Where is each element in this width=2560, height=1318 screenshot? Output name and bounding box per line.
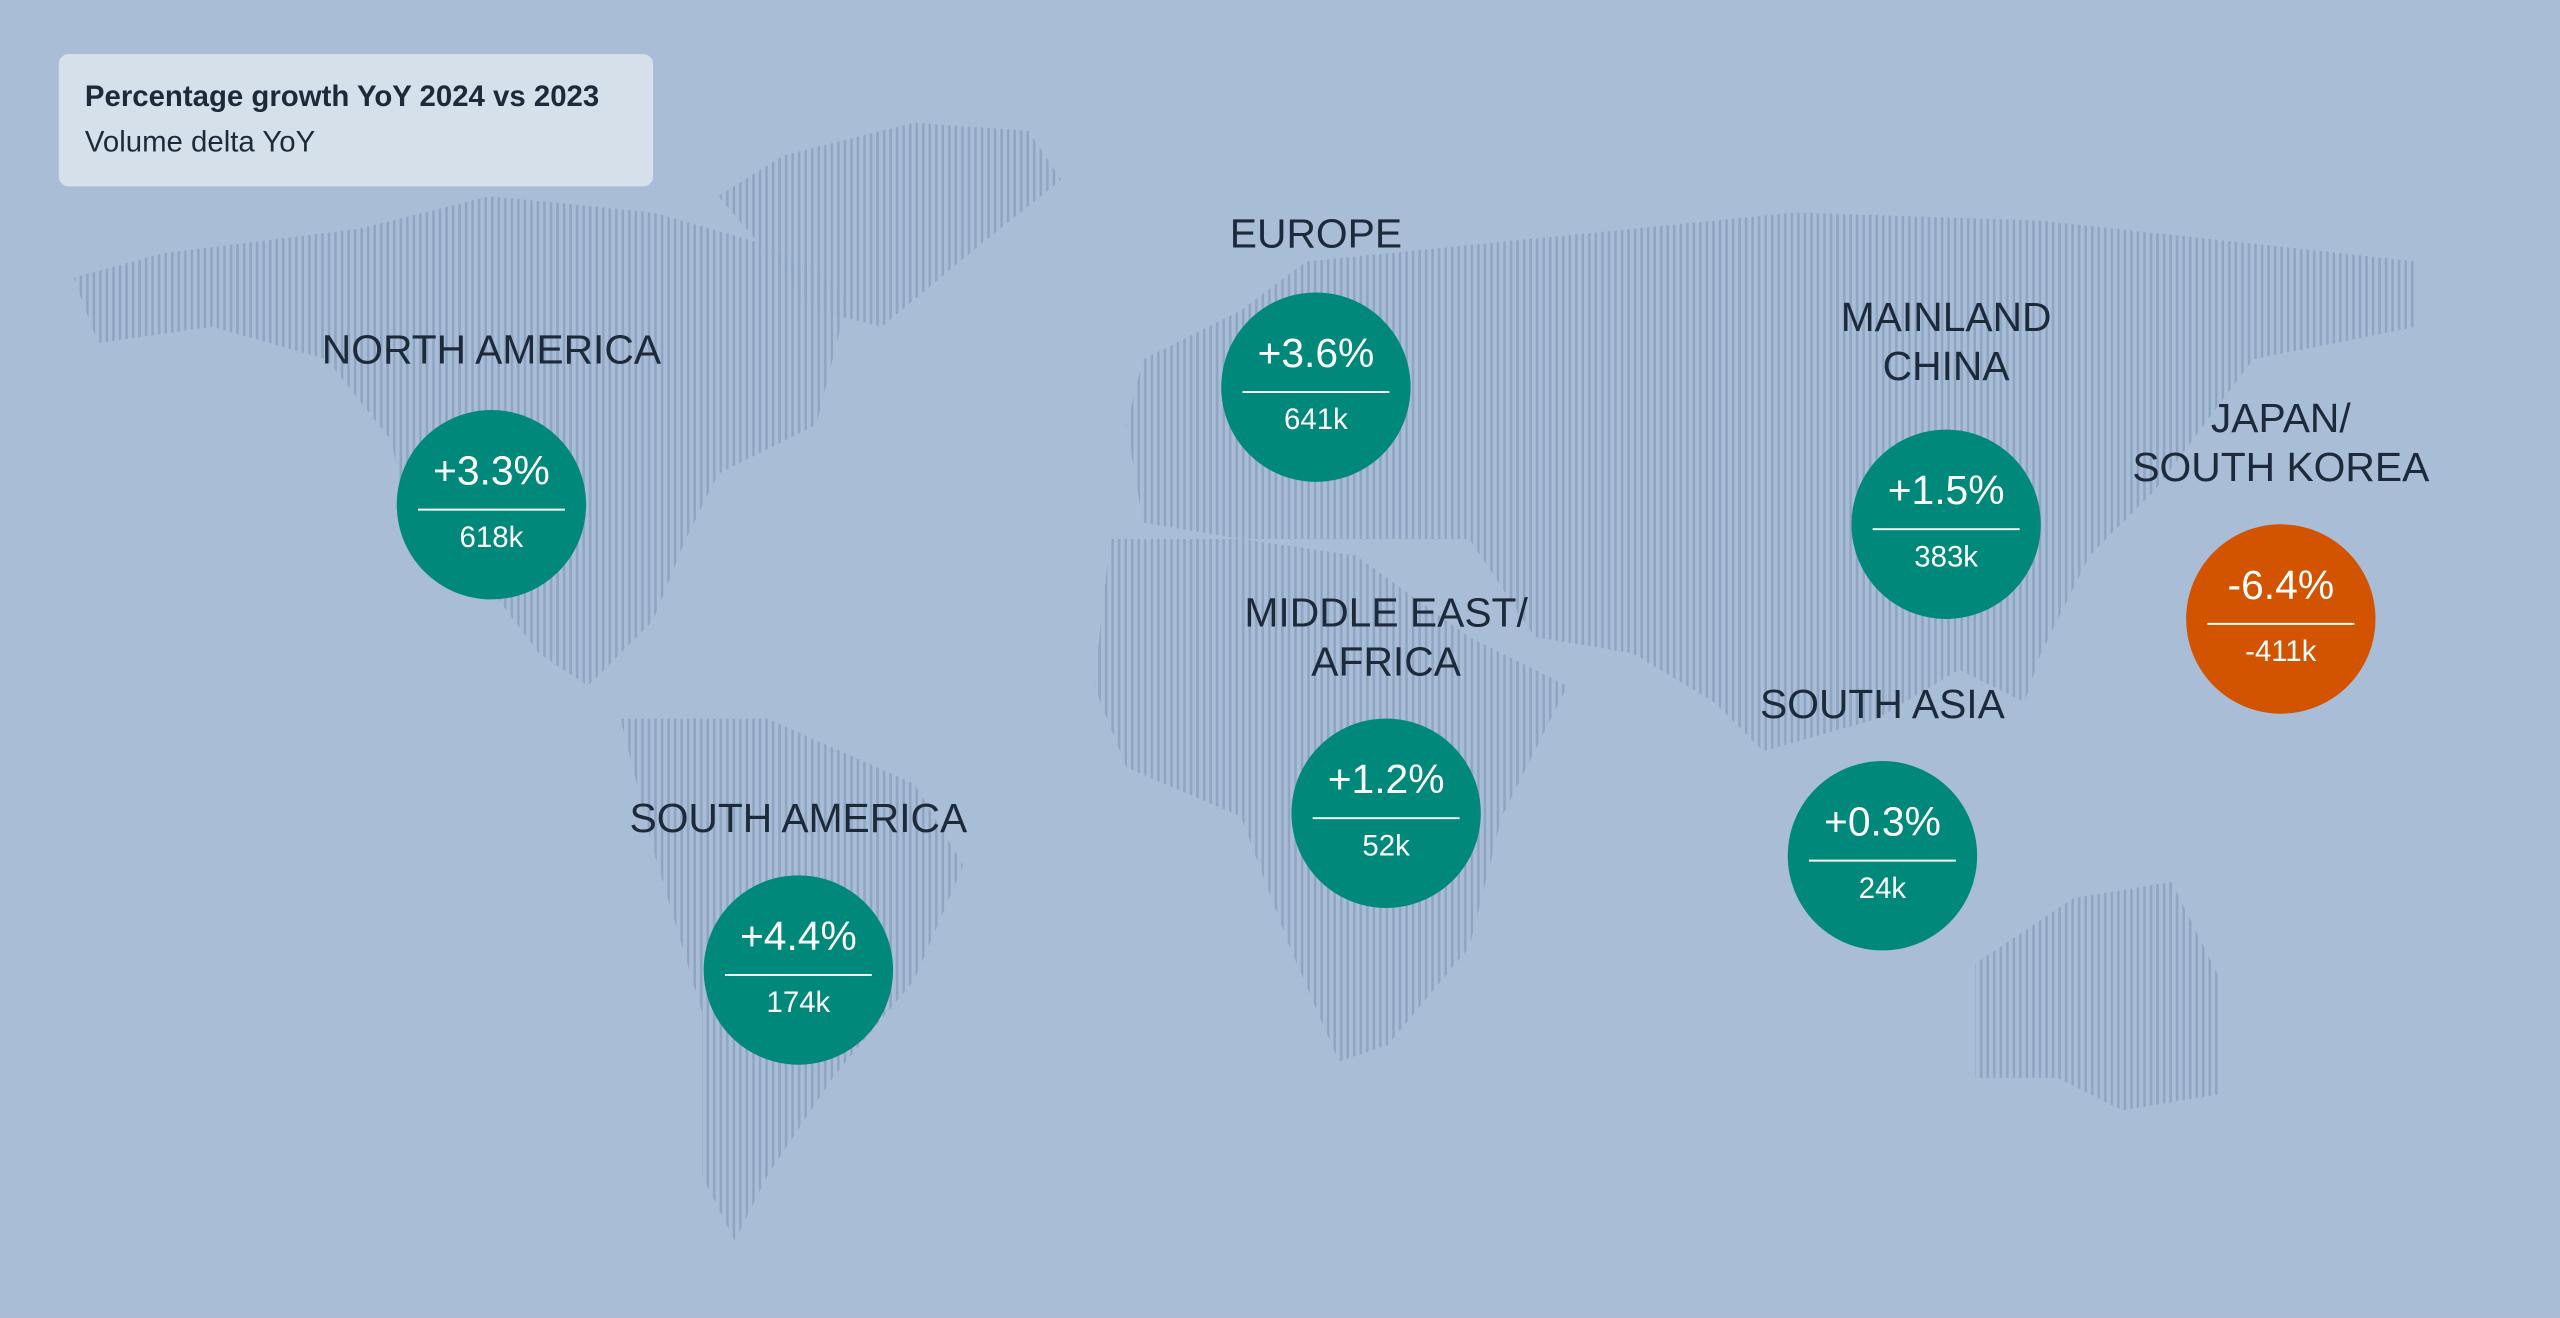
volume-label: 174k: [767, 986, 831, 1019]
growth-label: +3.6%: [1258, 330, 1375, 376]
regions: NORTH AMERICA +3.3% 618k SOUTH AMERICA +4.4%…: [322, 211, 2430, 1065]
growth-label: +4.4%: [740, 913, 857, 959]
region-name: SOUTH AMERICA: [629, 795, 968, 841]
region-name: SOUTH ASIA: [1760, 681, 2006, 727]
volume-label: 383k: [1914, 540, 1978, 573]
volume-label: 52k: [1362, 829, 1410, 862]
volume-label: -411k: [2245, 635, 2317, 668]
region-bubble: [1221, 292, 1411, 482]
region-name: NORTH AMERICA: [322, 327, 662, 373]
volume-label: 641k: [1284, 403, 1348, 436]
legend-subtitle: Volume delta YoY: [85, 126, 315, 159]
growth-label: +1.2%: [1328, 756, 1445, 802]
region-name: JAPAN/: [2211, 395, 2351, 441]
growth-label: +3.3%: [433, 447, 550, 493]
region-bubble: [396, 410, 587, 600]
australia: [1975, 881, 2221, 1111]
region-name: CHINA: [1883, 343, 2011, 389]
region-bubble: [1291, 718, 1481, 908]
greenland: [718, 122, 1062, 327]
eurasia: [1126, 212, 2417, 752]
region-name: MIDDLE EAST/: [1244, 590, 1528, 636]
volume-label: 618k: [460, 521, 524, 554]
growth-label: +0.3%: [1824, 798, 1941, 844]
growth-label: +1.5%: [1888, 467, 2005, 513]
legend-box: [58, 54, 654, 187]
growth-label: -6.4%: [2228, 562, 2335, 608]
region-name: EUROPE: [1230, 211, 1402, 257]
region-name: AFRICA: [1311, 638, 1461, 684]
region-bubble: [2186, 524, 2376, 714]
region-bubble: [1787, 761, 1978, 951]
legend: Percentage growth YoY 2024 vs 2023 Volum…: [58, 54, 654, 187]
legend-title: Percentage growth YoY 2024 vs 2023: [85, 80, 599, 113]
region-name: SOUTH KOREA: [2132, 444, 2430, 490]
region-bubble: [1851, 429, 2041, 619]
region-bubble: [703, 875, 894, 1065]
volume-label: 24k: [1859, 872, 1907, 905]
region-name: MAINLAND: [1841, 294, 2052, 340]
